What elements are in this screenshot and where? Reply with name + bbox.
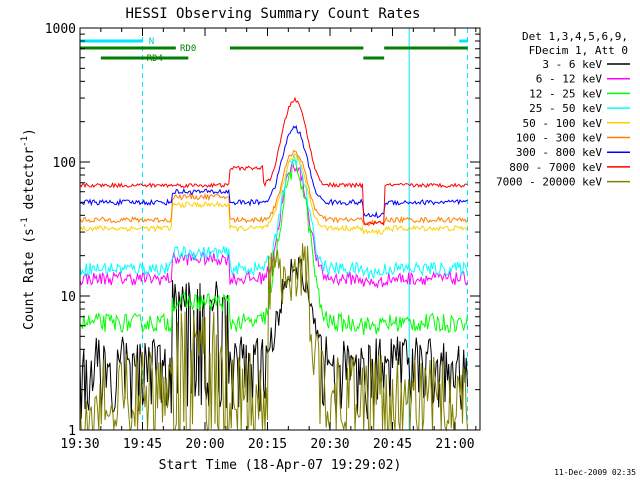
legend-label: 12 - 25 keV	[529, 87, 602, 100]
x-tick-label: 20:30	[310, 437, 349, 452]
axis-layer: 19:30 19:45 20:00 20:15 20:30 20:45 21:00 1 10 10…	[45, 22, 480, 452]
y-tick-label: 1000	[45, 22, 76, 37]
x-tick-label: 21:00	[435, 437, 474, 452]
series-line	[79, 159, 468, 335]
y-axis-label: Count Rate (s-1 detector-1)	[20, 128, 37, 330]
plot-frame	[79, 27, 481, 431]
legend-label: 3 - 6 keV	[542, 58, 602, 71]
legend-label: 800 - 7000 keV	[509, 161, 602, 174]
legend-label: 300 - 800 keV	[516, 146, 602, 159]
y-tick-label: 100	[53, 156, 76, 171]
series-line	[79, 124, 468, 219]
legend: Det 1,3,4,5,6,9,FDecim 1, Att 03 - 6 keV…	[496, 30, 630, 189]
night-marker-label: N	[149, 37, 154, 47]
x-tick-label: 20:15	[248, 437, 287, 452]
y-label-part: )	[22, 128, 37, 136]
series-line	[79, 153, 468, 236]
legend-label: 50 - 100 keV	[523, 117, 603, 130]
x-tick-label: 19:45	[123, 437, 162, 452]
rd4-marker-label: RD4	[147, 54, 163, 64]
y-label-superscript: -1	[20, 136, 30, 147]
chart-title: HESSI Observing Summary Count Rates	[125, 6, 420, 22]
legend-header: Det 1,3,4,5,6,9,	[522, 30, 628, 43]
y-label-superscript: -1	[20, 217, 30, 228]
series-line	[79, 257, 468, 420]
legend-header: FDecim 1, Att 0	[529, 44, 628, 57]
x-tick-label: 19:30	[60, 437, 99, 452]
x-tick-label: 20:45	[373, 437, 412, 452]
series-line	[79, 149, 468, 227]
plot-layer: N RD0 RD4	[79, 28, 468, 432]
y-label-part: Count Rate (s	[22, 228, 37, 330]
series-line	[79, 154, 468, 280]
timestamp: 11-Dec-2009 02:35	[554, 468, 636, 477]
y-tick-label: 1	[68, 424, 76, 439]
y-label-part: detector	[22, 147, 37, 218]
x-axis-label: Start Time (18-Apr-07 19:29:02)	[159, 458, 402, 473]
legend-label: 7000 - 20000 keV	[496, 176, 602, 189]
rd0-marker-label: RD0	[180, 44, 196, 54]
legend-label: 25 - 50 keV	[529, 102, 602, 115]
series-line	[79, 96, 468, 227]
legend-label: 6 - 12 keV	[536, 73, 603, 86]
series-line	[79, 243, 468, 432]
legend-label: 100 - 300 keV	[516, 132, 602, 145]
x-tick-label: 20:00	[185, 437, 224, 452]
y-tick-label: 10	[60, 290, 76, 305]
